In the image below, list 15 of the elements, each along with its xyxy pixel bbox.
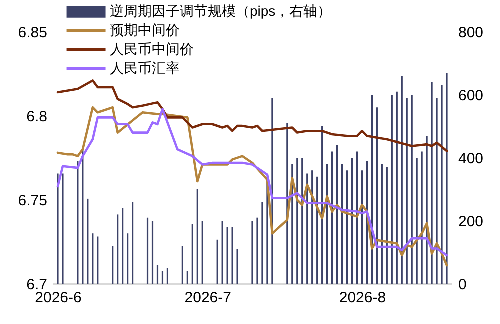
- legend-label: 预期中间价: [110, 22, 180, 38]
- legend-label: 人民币汇率: [110, 60, 180, 76]
- y-tick-label: 6.75: [18, 192, 48, 210]
- y2-tick-label: 400: [458, 150, 484, 168]
- y2-tick-label: 600: [458, 88, 484, 104]
- line-series: [56, 80, 448, 152]
- legend-label: 人民币中间价: [110, 41, 194, 57]
- y-tick-label: 6.85: [18, 24, 48, 42]
- y2-tick-label: 800: [458, 24, 484, 42]
- y2-tick-label: 200: [458, 214, 484, 230]
- x-tick-label: 2026-8: [339, 290, 386, 306]
- x-tick-label: 2026-7: [184, 290, 232, 306]
- legend-label: 逆周期因子调节规模（pips，右轴）: [110, 3, 332, 19]
- y-tick-label: 6.8: [26, 108, 48, 126]
- y2-tick-label: 0: [458, 276, 467, 294]
